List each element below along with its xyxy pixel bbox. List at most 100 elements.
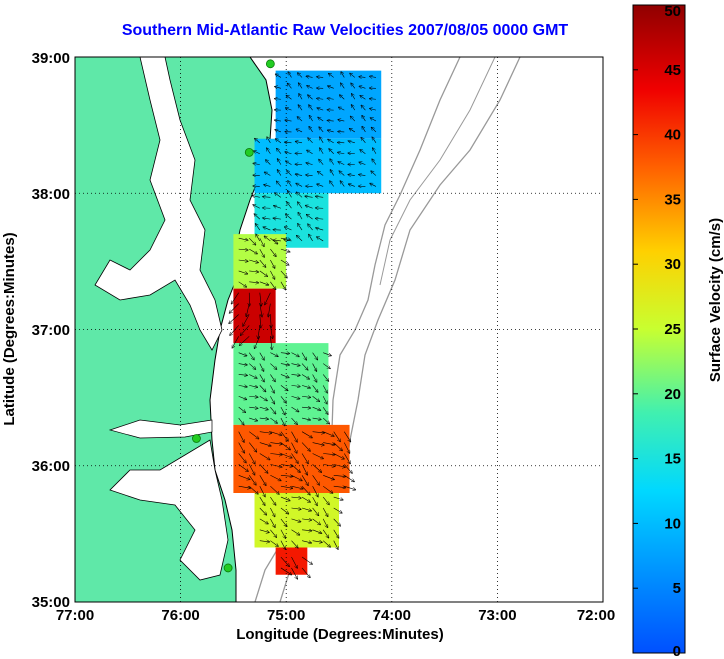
velocity-arrow — [229, 314, 239, 324]
velocity-arrow — [288, 191, 292, 198]
velocity-arrow — [318, 117, 324, 122]
velocity-arrow — [259, 406, 268, 409]
y-axis-ticks: 39:00 38:00 37:00 36:00 35:00 — [32, 50, 70, 611]
velocity-arrow — [238, 374, 248, 375]
velocity-arrow — [333, 442, 343, 451]
velocity-arrow — [285, 108, 292, 110]
velocity-arrow — [248, 475, 256, 485]
velocity-arrow — [333, 496, 343, 500]
x-tick-label: 77:00 — [56, 607, 94, 624]
velocity-cell — [233, 288, 276, 344]
velocity-arrow — [359, 175, 366, 176]
velocity-arrow — [328, 139, 334, 144]
velocity-arrow — [301, 442, 310, 452]
velocity-arrow — [370, 118, 377, 122]
velocity-arrow — [259, 529, 269, 533]
velocity-arrow — [265, 292, 271, 305]
velocity-arrow — [259, 507, 267, 515]
velocity-arrow — [270, 485, 279, 494]
velocity-arrow — [344, 485, 355, 490]
velocity-arrow — [291, 518, 300, 522]
velocity-arrow — [259, 385, 266, 391]
velocity-arrow — [238, 249, 248, 250]
y-tick-label: 37:00 — [32, 322, 70, 339]
velocity-arrow — [352, 94, 356, 100]
colorbar-tick-label: 0 — [673, 643, 681, 659]
velocity-arrow — [291, 464, 300, 472]
velocity-arrow — [259, 374, 264, 381]
velocity-arrow — [238, 364, 247, 365]
y-tick-label: 36:00 — [32, 458, 70, 475]
velocity-arrow — [270, 259, 274, 268]
velocity-arrow — [280, 507, 289, 514]
velocity-arrow — [238, 442, 245, 453]
velocity-arrow — [333, 431, 341, 442]
velocity-arrow — [360, 96, 366, 100]
velocity-arrow — [316, 196, 324, 197]
velocity-arrow — [339, 171, 345, 176]
velocity-arrow — [266, 160, 271, 165]
velocity-arrow — [230, 325, 239, 335]
velocity-arrow — [351, 105, 356, 111]
velocity-arrow — [238, 475, 250, 479]
x-tick-label: 75:00 — [267, 607, 305, 624]
velocity-arrow — [348, 141, 355, 143]
velocity-arrow — [372, 159, 377, 165]
velocity-arrow — [280, 496, 290, 501]
velocity-arrow — [344, 475, 354, 481]
velocity-arrow — [280, 238, 290, 239]
velocity-arrow — [270, 507, 274, 517]
velocity-arrow — [360, 150, 366, 154]
velocity-arrow — [312, 442, 325, 446]
velocity-arrow — [312, 453, 324, 458]
velocity-arrow — [308, 224, 313, 231]
velocity-arrow — [291, 529, 299, 535]
x-tick-label: 73:00 — [478, 607, 516, 624]
velocity-cell — [233, 424, 350, 493]
grid — [75, 57, 603, 602]
velocity-arrow — [308, 138, 313, 144]
plot-frame — [74, 56, 604, 603]
velocity-arrow — [270, 396, 274, 404]
velocity-arrow — [259, 464, 268, 473]
velocity-arrow — [338, 152, 345, 153]
velocity-arrow — [238, 453, 246, 462]
velocity-arrow — [301, 464, 307, 475]
velocity-arrow — [359, 162, 366, 164]
velocity-arrow — [359, 77, 366, 78]
velocity-arrow — [284, 227, 292, 231]
velocity-arrow — [280, 353, 290, 354]
velocity-arrow — [287, 171, 292, 176]
colorbar-tick-label: 20 — [664, 386, 681, 403]
velocity-arrow — [307, 150, 313, 154]
velocity-arrow — [270, 475, 281, 480]
velocity-arrow — [249, 363, 255, 370]
velocity-arrow — [322, 507, 328, 516]
x-tick-label: 72:00 — [577, 607, 615, 624]
velocity-arrow — [329, 149, 334, 154]
velocity-arrow — [280, 567, 292, 575]
velocity-arrow — [312, 418, 321, 419]
velocity-arrow — [317, 77, 324, 78]
velocity-arrow — [318, 172, 324, 176]
velocity-arrow — [309, 234, 313, 242]
velocity-arrow — [259, 432, 272, 434]
velocity-arrow — [296, 192, 303, 198]
velocity-arrow — [259, 396, 267, 400]
velocity-arrow — [348, 175, 355, 176]
velocity-arrow — [301, 363, 308, 370]
velocity-arrow — [286, 214, 292, 220]
velocity-arrow — [263, 197, 271, 198]
velocity-arrow — [238, 260, 248, 261]
velocity-arrow — [280, 259, 289, 265]
velocity-arrow — [371, 171, 377, 176]
velocity-arrow — [323, 464, 335, 466]
velocity-arrow — [298, 73, 303, 78]
velocity-arrow — [280, 529, 286, 538]
velocity-arrow — [301, 431, 312, 438]
velocity-arrow — [291, 556, 297, 568]
velocity-arrow — [270, 529, 276, 537]
velocity-arrow — [295, 141, 303, 142]
velocity-arrow — [306, 175, 313, 176]
velocity-cell — [254, 138, 382, 194]
